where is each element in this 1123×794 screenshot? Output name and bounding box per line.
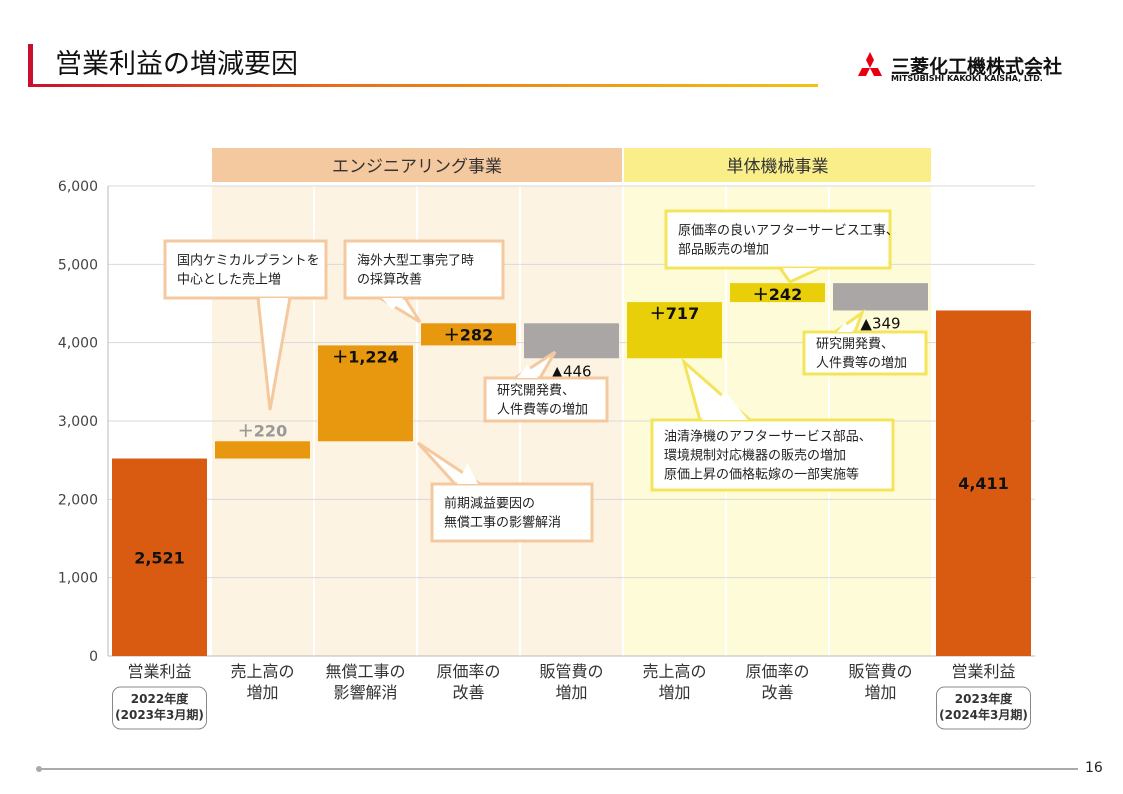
bar [215, 441, 310, 459]
callout-seam [457, 463, 478, 484]
x-tick-label: 営業利益 [127, 662, 191, 681]
callout-text: 人件費等の増加 [497, 402, 588, 418]
title-underline [28, 84, 818, 87]
year-bracket [112, 686, 207, 730]
bar-data-label: ＋220 [238, 421, 287, 440]
bar [524, 323, 619, 359]
y-tick-label: 1,000 [58, 571, 98, 587]
callout-seam [382, 298, 403, 310]
bar-data-label: ▲446 [551, 362, 591, 380]
segment-header [624, 148, 931, 182]
bar-data-label: 4,411 [958, 474, 1009, 493]
callout-text: 部品販売の増加 [678, 242, 769, 258]
callout-text: 研究開発費、 [497, 384, 575, 399]
bar-data-label: ＋717 [650, 304, 699, 323]
x-tick-label: 増加 [658, 683, 690, 702]
callout-text: 無償工事の影響解消 [444, 515, 561, 531]
callout-seam [702, 391, 748, 420]
bar-data-label: ▲349 [860, 314, 900, 332]
x-tick-label: 原価率の [745, 662, 809, 681]
callout-text: 原価上昇の価格転嫁の一部実施等 [664, 467, 859, 483]
year-label: 2023年度 [955, 691, 1013, 706]
y-tick-label: 0 [89, 649, 98, 665]
x-tick-label: 原価率の [436, 662, 500, 681]
bar [318, 345, 413, 442]
callout-text: 中心とした売上増 [177, 272, 281, 288]
segment-header-label: エンジニアリング事業 [332, 157, 502, 177]
callout-box [430, 482, 594, 543]
logo-english: MITSUBISHI KAKOKI KAISHA, LTD. [891, 74, 1043, 83]
bar-data-label: 2,521 [134, 548, 185, 567]
bar [627, 302, 722, 359]
company-logo: 三菱化工機株式会社 MITSUBISHI KAKOKI KAISHA, LTD. [855, 52, 1062, 84]
x-tick-label: 増加 [246, 683, 278, 702]
x-tick-label: 売上高の [230, 662, 294, 681]
bar-data-label: ＋282 [444, 325, 493, 344]
x-tick-label: 営業利益 [951, 662, 1015, 681]
callout-text: 海外大型工事完了時 [357, 254, 474, 269]
callout-text: 油清浄機のアフターサービス部品、 [664, 430, 872, 445]
callout-seam [517, 365, 538, 378]
x-tick-label: 改善 [452, 683, 484, 702]
callout-box [664, 209, 892, 270]
callout-box [163, 239, 328, 300]
callout-box [802, 330, 928, 376]
y-tick-label: 2,000 [58, 492, 98, 508]
callout-text: 前期減益要因の [444, 496, 535, 512]
callout-text: 環境規制対応機器の販売の増加 [664, 448, 846, 464]
callout-box [343, 239, 505, 300]
callout-text: 原価率の良いアフターサービス工事、 [678, 223, 899, 239]
year-bracket [936, 686, 1031, 730]
callout-seam [837, 322, 853, 332]
callout-seam [782, 268, 818, 275]
bar-data-label: ＋242 [753, 285, 802, 304]
segment-header-label: 単体機械事業 [727, 157, 829, 177]
bar [833, 283, 928, 311]
x-tick-label: 影響解消 [333, 683, 397, 702]
x-tick-label: 売上高の [642, 662, 706, 681]
year-label: 2022年度 [131, 691, 189, 706]
y-tick-label: 5,000 [58, 257, 98, 273]
callout-box [650, 418, 895, 492]
callout-text: 研究開発費、 [816, 337, 894, 352]
y-tick-label: 4,000 [58, 336, 98, 352]
three-diamonds-icon [858, 52, 882, 76]
segment-header [212, 148, 622, 182]
bar [730, 283, 825, 303]
year-label: (2023年3月期) [115, 707, 204, 722]
callout-text: 人件費等の増加 [816, 355, 907, 371]
footer-line [38, 768, 1078, 770]
year-label: (2024年3月期) [939, 707, 1028, 722]
x-tick-label: 増加 [864, 683, 896, 702]
bar [112, 458, 207, 656]
x-tick-label: 無償工事の [325, 662, 405, 681]
bar-data-label: ＋1,224 [332, 347, 399, 366]
page-title: 営業利益の増減要因 [28, 44, 298, 86]
x-tick-label: 販管費の [539, 662, 603, 681]
callout-seam [260, 298, 288, 354]
x-tick-label: 増加 [555, 683, 587, 702]
callout-box [483, 376, 609, 423]
bar [936, 310, 1031, 656]
callout-text: 国内ケミカルプラントを [177, 253, 320, 269]
x-tick-label: 販管費の [848, 662, 912, 681]
page-number: 16 [1085, 760, 1103, 776]
y-tick-label: 6,000 [58, 179, 98, 195]
callout-text: の採算改善 [357, 272, 422, 288]
logo-japanese: 三菱化工機株式会社 [891, 56, 1063, 78]
x-tick-label: 改善 [761, 683, 793, 702]
bar [421, 323, 516, 346]
y-tick-label: 3,000 [58, 414, 98, 430]
